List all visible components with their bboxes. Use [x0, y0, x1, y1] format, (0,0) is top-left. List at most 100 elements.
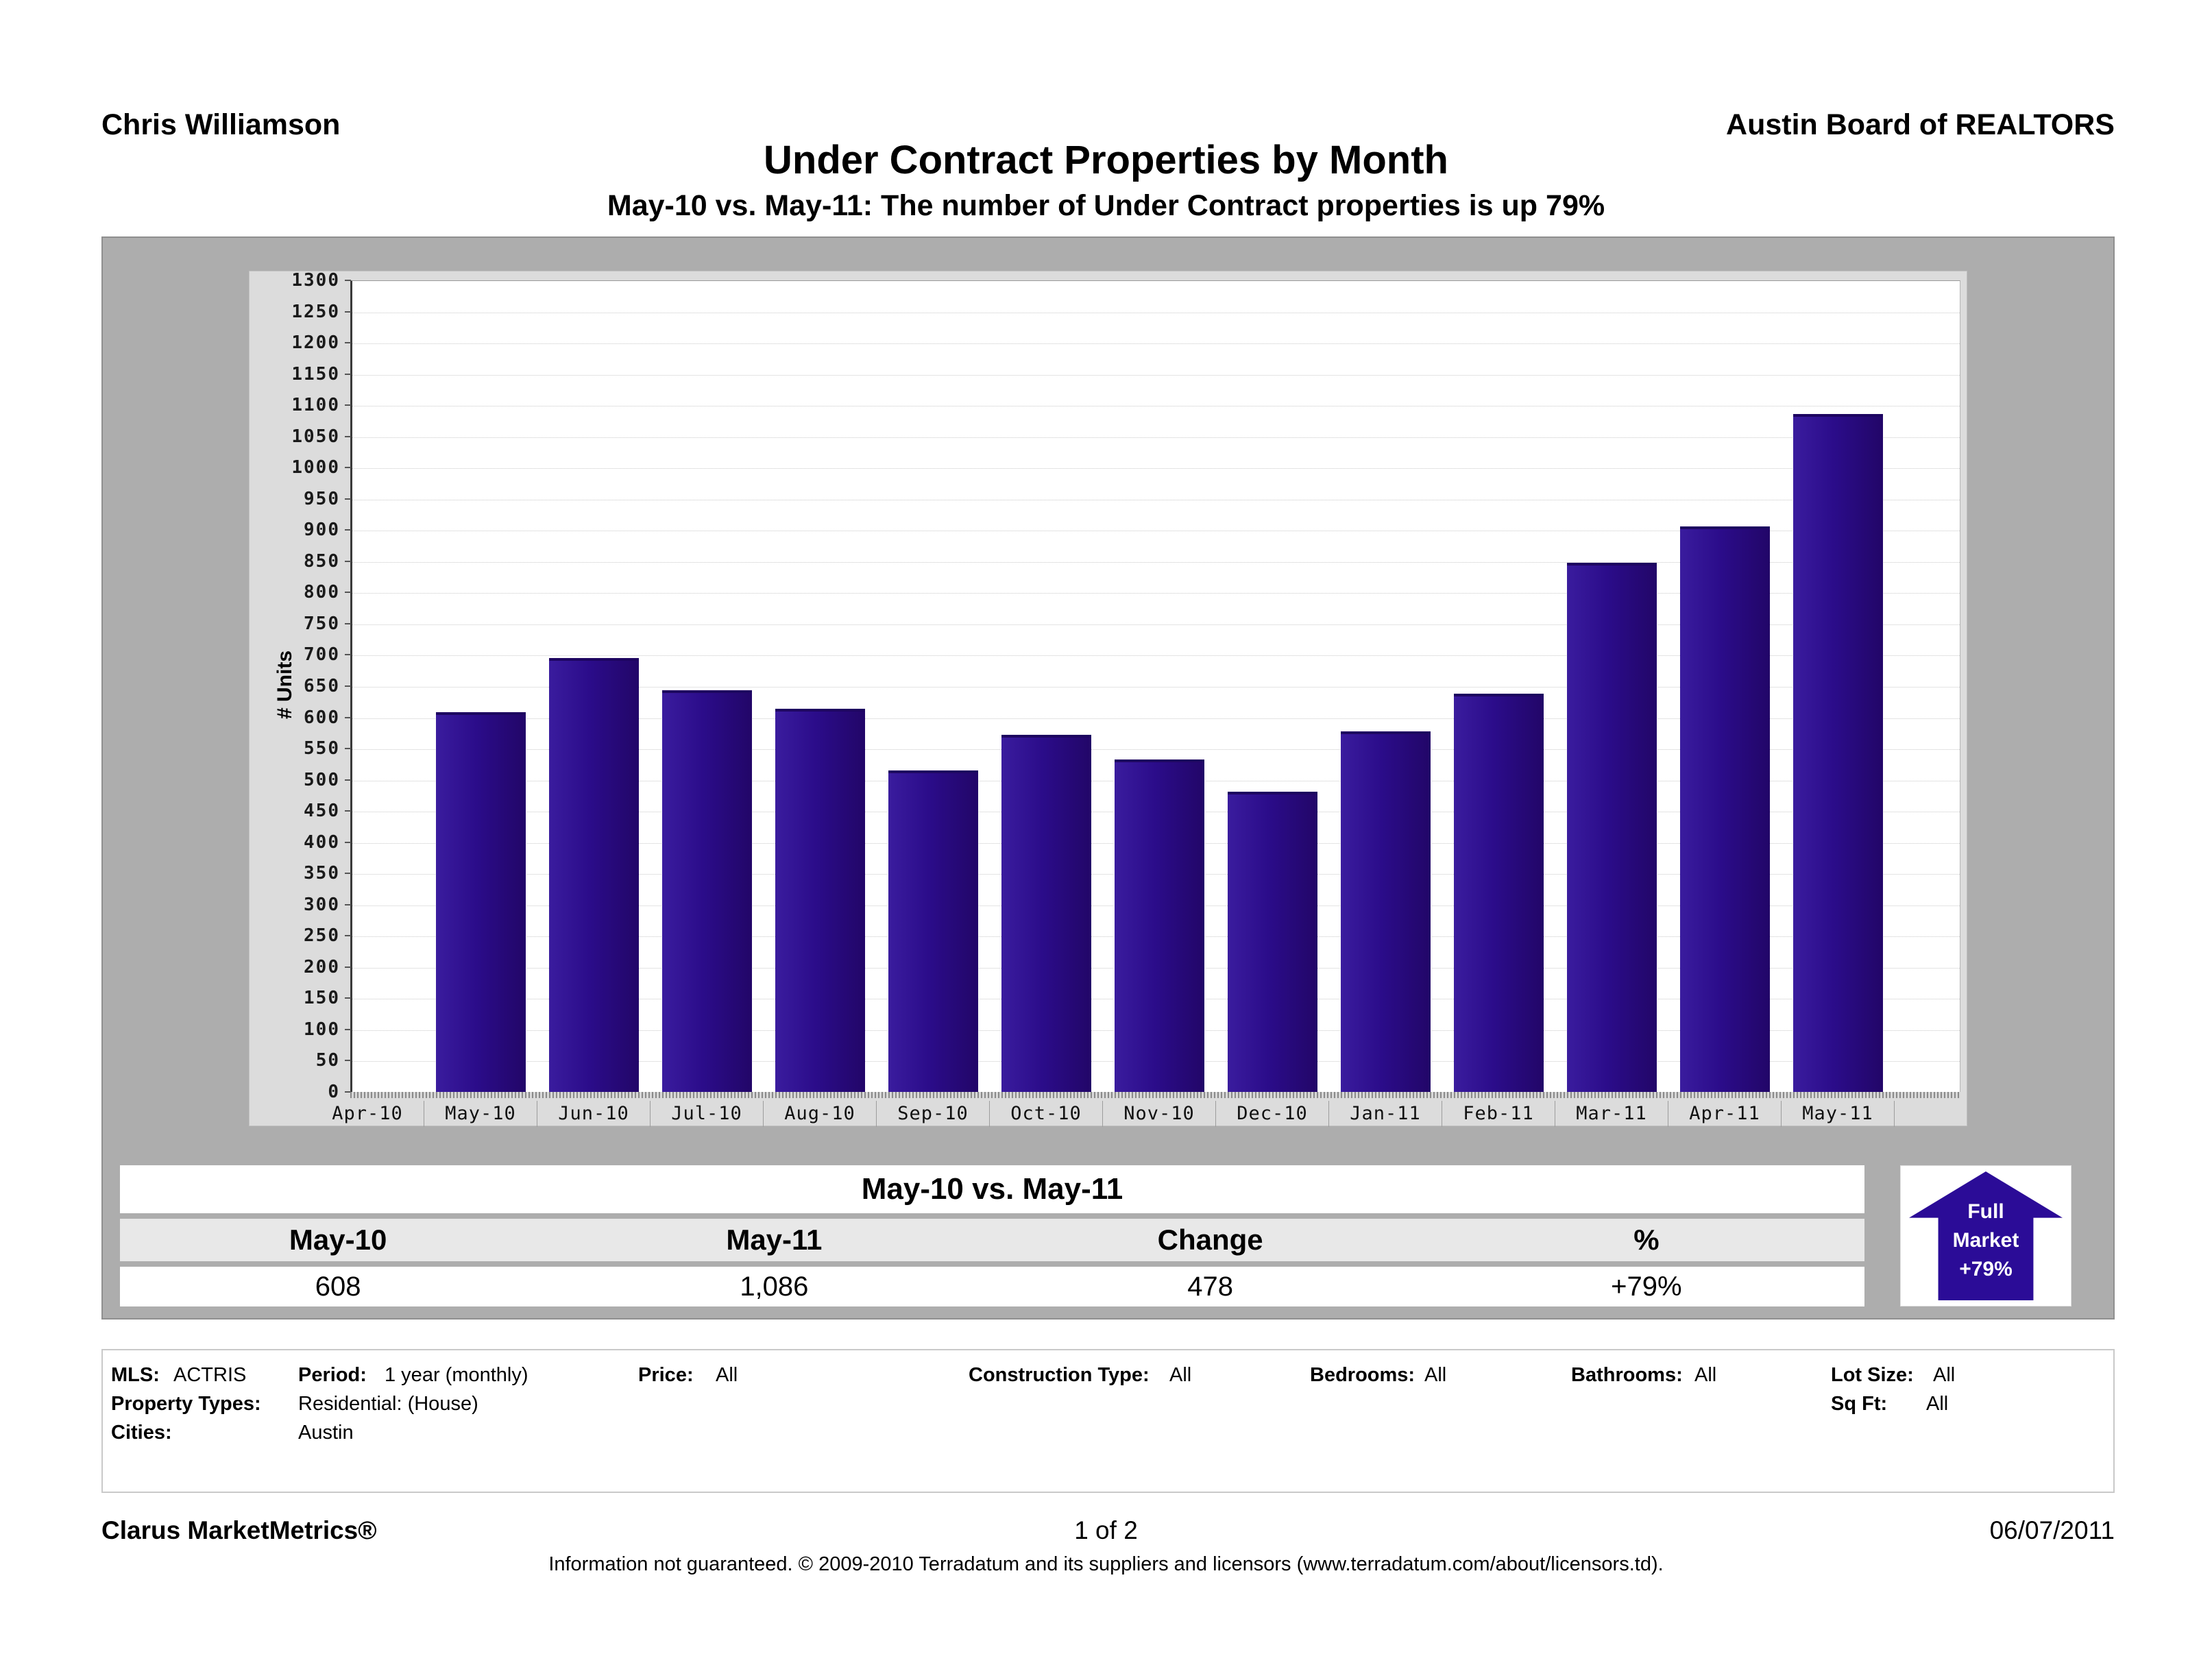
y-tick-label: 800 — [304, 582, 340, 603]
y-tick-mark — [345, 935, 351, 937]
bar-slot — [1782, 280, 1895, 1092]
gridline — [352, 374, 1960, 376]
bar-slot — [1216, 280, 1329, 1092]
x-tick-label: Apr-11 — [1668, 1101, 1782, 1127]
y-tick-mark — [345, 311, 351, 313]
y-tick-mark — [345, 342, 351, 344]
x-tick-label: Jan-11 — [1329, 1101, 1442, 1127]
y-tick-mark — [345, 404, 351, 406]
gridline — [352, 718, 1960, 719]
cities-value: Austin — [298, 1422, 354, 1444]
y-tick-mark — [345, 779, 351, 781]
gridline — [352, 624, 1960, 625]
lot-size-label: Lot Size: — [1831, 1364, 1914, 1386]
summary-table-title: May-10 vs. May-11 — [120, 1165, 1864, 1213]
x-tick-label: May-10 — [424, 1101, 537, 1127]
x-tick-label: Nov-10 — [1103, 1101, 1216, 1127]
y-tick-label: 250 — [304, 925, 340, 947]
bar-Sep-10 — [888, 770, 978, 1092]
y-tick-label: 1250 — [291, 301, 340, 322]
x-tick-label: Jun-10 — [537, 1101, 651, 1127]
x-tick-label: Oct-10 — [990, 1101, 1103, 1127]
sq-ft-label: Sq Ft: — [1831, 1393, 1888, 1415]
value-may10: 608 — [315, 1272, 361, 1302]
y-tick-label: 100 — [304, 1019, 340, 1040]
y-tick-mark — [345, 1028, 351, 1030]
y-tick-mark — [345, 841, 351, 843]
price-value: All — [716, 1364, 738, 1386]
bar-Nov-10 — [1115, 759, 1204, 1092]
y-tick-mark — [345, 1060, 351, 1062]
x-tick-label: Apr-10 — [311, 1101, 424, 1127]
x-axis-labels: Apr-10 May-10 Jun-10 Jul-10 Aug-10 Sep-10 Oct-… — [311, 1101, 1895, 1127]
y-tick-label: 50 — [315, 1050, 340, 1071]
y-tick-label: 900 — [304, 520, 340, 541]
x-tick-label: Aug-10 — [764, 1101, 877, 1127]
y-tick-mark — [345, 997, 351, 999]
y-tick-mark — [345, 685, 351, 687]
summary-table-header: May-10 May-11 Change % — [120, 1219, 1864, 1261]
bar-May-11 — [1793, 413, 1883, 1092]
bar-slot — [1668, 280, 1782, 1092]
col-header-percent: % — [1633, 1224, 1660, 1256]
y-tick-label: 950 — [304, 488, 340, 509]
bar-Jun-10 — [549, 658, 639, 1092]
y-tick-mark — [345, 1091, 351, 1093]
bar-slot — [1442, 280, 1555, 1092]
report-subtitle: May-10 vs. May-11: The number of Under C… — [607, 189, 1605, 222]
bar-slot — [651, 280, 764, 1092]
bathrooms-value: All — [1694, 1364, 1717, 1386]
y-tick-label: 850 — [304, 550, 340, 572]
y-tick-label: 350 — [304, 863, 340, 884]
x-tick-label: Mar-11 — [1555, 1101, 1668, 1127]
y-tick-label: 1050 — [291, 426, 340, 447]
bar-Jul-10 — [662, 690, 752, 1092]
col-header-may11: May-11 — [726, 1224, 823, 1256]
y-tick-label: 300 — [304, 894, 340, 915]
gridline — [352, 687, 1960, 688]
period-value: 1 year (monthly) — [385, 1364, 528, 1386]
bar-slot — [877, 280, 990, 1092]
y-tick-mark — [345, 467, 351, 469]
col-header-may10: May-10 — [289, 1224, 387, 1256]
bar-May-10 — [436, 712, 526, 1092]
y-tick-label: 1200 — [291, 332, 340, 354]
y-tick-mark — [345, 966, 351, 968]
y-tick-label: 1100 — [291, 395, 340, 416]
product-brand: Clarus MarketMetrics® — [101, 1516, 377, 1544]
bedrooms-label: Bedrooms: — [1310, 1364, 1415, 1386]
x-tick-label: Dec-10 — [1216, 1101, 1329, 1127]
bar-Dec-10 — [1228, 791, 1317, 1092]
col-header-change: Change — [1157, 1224, 1263, 1256]
agent-name: Chris Williamson — [101, 108, 341, 141]
badge-line-1: Full — [1967, 1200, 2004, 1223]
y-tick-mark — [345, 560, 351, 562]
x-tick-label: Feb-11 — [1442, 1101, 1555, 1127]
y-tick-mark — [345, 810, 351, 812]
y-tick-mark — [345, 716, 351, 718]
bar-Mar-11 — [1567, 562, 1657, 1092]
y-tick-mark — [345, 903, 351, 905]
bar-slot — [424, 280, 537, 1092]
y-tick-mark — [345, 622, 351, 624]
y-tick-label: 600 — [304, 707, 340, 728]
gridline — [352, 749, 1960, 751]
property-types-label: Property Types: — [111, 1393, 261, 1415]
y-tick-label: 500 — [304, 769, 340, 790]
y-axis-title: # Units — [274, 650, 296, 720]
y-tick-label: 1300 — [291, 270, 340, 291]
y-tick-mark — [345, 498, 351, 500]
y-tick-label: 700 — [304, 644, 340, 666]
gridline — [352, 655, 1960, 657]
gridline — [352, 468, 1960, 470]
y-tick-label: 1150 — [291, 363, 340, 385]
x-tick-label: Sep-10 — [877, 1101, 990, 1127]
bathrooms-label: Bathrooms: — [1571, 1364, 1683, 1386]
construction-type-value: All — [1169, 1364, 1192, 1386]
gridline — [352, 593, 1960, 594]
page-number: 1 of 2 — [1074, 1516, 1138, 1544]
value-may11: 1,086 — [740, 1272, 809, 1302]
y-tick-mark — [345, 435, 351, 437]
y-tick-mark — [345, 280, 351, 281]
y-tick-label: 1000 — [291, 457, 340, 478]
